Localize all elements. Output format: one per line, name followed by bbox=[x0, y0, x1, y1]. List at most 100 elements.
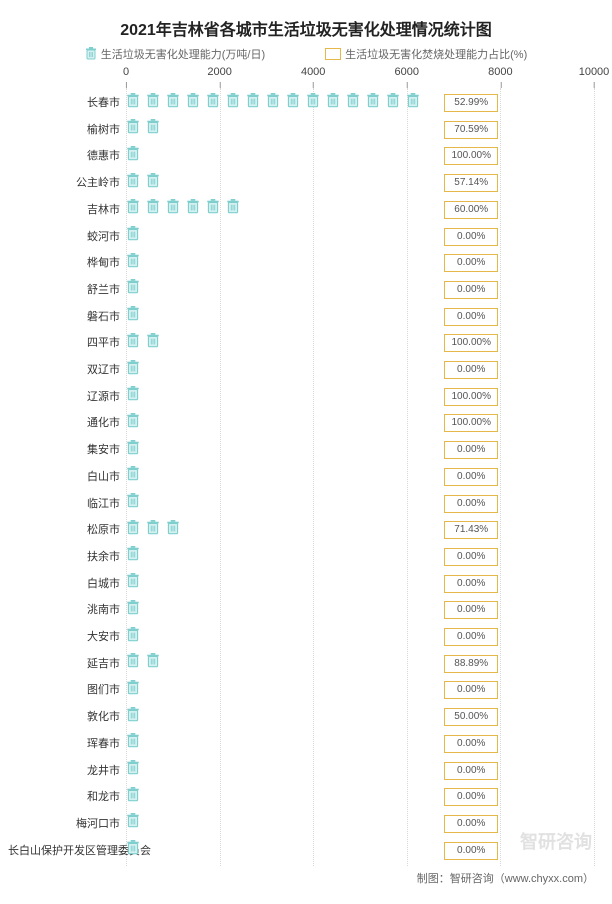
city-label: 龙井市 bbox=[8, 758, 120, 784]
pct-value-box: 0.00% bbox=[444, 815, 498, 833]
city-label: 榆树市 bbox=[8, 117, 120, 143]
capacity-bar bbox=[126, 521, 186, 539]
chart-row: 梅河口市 0.00% bbox=[126, 811, 594, 837]
chart-row: 大安市 0.00% bbox=[126, 624, 594, 650]
trash-can-icon bbox=[126, 466, 146, 487]
trash-can-icon bbox=[186, 93, 206, 114]
capacity-bar bbox=[126, 655, 166, 673]
capacity-bar bbox=[126, 388, 146, 406]
trash-can-icon bbox=[126, 520, 146, 541]
chart-container: 2021年吉林省各城市生活垃圾无害化处理情况统计图 生活垃圾无害化处理能力(万吨… bbox=[0, 0, 612, 904]
legend-label-capacity: 生活垃圾无害化处理能力(万吨/日) bbox=[101, 46, 265, 62]
chart-row: 敦化市 50.00% bbox=[126, 704, 594, 730]
city-label: 德惠市 bbox=[8, 143, 120, 169]
capacity-bar bbox=[126, 254, 146, 272]
city-label: 四平市 bbox=[8, 330, 120, 356]
trash-can-icon bbox=[126, 600, 146, 621]
city-label: 临江市 bbox=[8, 491, 120, 517]
trash-can-icon bbox=[126, 119, 146, 140]
trash-can-icon bbox=[126, 173, 146, 194]
pct-value-box: 100.00% bbox=[444, 334, 498, 352]
trash-can-icon bbox=[126, 813, 146, 834]
trash-can-icon bbox=[126, 573, 146, 594]
trash-can-icon bbox=[126, 787, 146, 808]
trash-can-icon bbox=[126, 386, 146, 407]
trash-can-icon bbox=[326, 93, 346, 114]
rows-container: 长春市 bbox=[126, 90, 594, 866]
x-tick: 6000 bbox=[395, 66, 419, 78]
trash-can-icon bbox=[166, 199, 186, 220]
city-label: 延吉市 bbox=[8, 651, 120, 677]
trash-can-icon bbox=[246, 93, 266, 114]
trash-can-icon bbox=[206, 93, 226, 114]
city-label: 扶余市 bbox=[8, 544, 120, 570]
city-label: 蛟河市 bbox=[8, 224, 120, 250]
chart-row: 松原市 71.43% bbox=[126, 517, 594, 543]
trash-can-icon bbox=[146, 199, 166, 220]
city-label: 吉林市 bbox=[8, 197, 120, 223]
trash-can-icon bbox=[126, 493, 146, 514]
city-label: 大安市 bbox=[8, 624, 120, 650]
pct-value-box: 0.00% bbox=[444, 735, 498, 753]
trash-can-icon bbox=[126, 333, 146, 354]
capacity-bar bbox=[126, 281, 146, 299]
capacity-bar bbox=[126, 361, 146, 379]
plot-area: 0200040006000800010000 长春市 bbox=[126, 66, 594, 866]
pct-value-box: 0.00% bbox=[444, 281, 498, 299]
trash-can-icon bbox=[126, 93, 146, 114]
x-tick: 0 bbox=[123, 66, 129, 78]
capacity-bar bbox=[126, 468, 146, 486]
x-tick: 4000 bbox=[301, 66, 325, 78]
pct-value-box: 0.00% bbox=[444, 628, 498, 646]
trash-can-icon bbox=[146, 119, 166, 140]
capacity-bar bbox=[126, 735, 146, 753]
pct-value-box: 0.00% bbox=[444, 842, 498, 860]
pct-value-box: 0.00% bbox=[444, 575, 498, 593]
chart-row: 白山市 0.00% bbox=[126, 464, 594, 490]
x-tick: 8000 bbox=[488, 66, 512, 78]
trash-can-icon bbox=[126, 680, 146, 701]
chart-row: 珲春市 0.00% bbox=[126, 731, 594, 757]
trash-can-icon bbox=[126, 226, 146, 247]
chart-row: 德惠市 100.00% bbox=[126, 143, 594, 169]
chart-title: 2021年吉林省各城市生活垃圾无害化处理情况统计图 bbox=[8, 10, 604, 44]
city-label: 敦化市 bbox=[8, 704, 120, 730]
x-axis: 0200040006000800010000 bbox=[126, 66, 594, 90]
gridline bbox=[594, 88, 595, 866]
trash-can-icon bbox=[126, 627, 146, 648]
box-icon bbox=[325, 48, 341, 60]
trash-can-icon bbox=[146, 333, 166, 354]
city-label: 白山市 bbox=[8, 464, 120, 490]
x-tick: 2000 bbox=[207, 66, 231, 78]
trash-can-icon bbox=[146, 653, 166, 674]
trash-can-icon bbox=[226, 93, 246, 114]
trash-can-icon bbox=[386, 93, 406, 114]
chart-row: 四平市 100.00% bbox=[126, 330, 594, 356]
trash-can-icon bbox=[146, 520, 166, 541]
trash-can-icon bbox=[126, 653, 146, 674]
legend-item-pct: 生活垃圾无害化焚烧处理能力占比(%) bbox=[325, 46, 527, 62]
pct-value-box: 57.14% bbox=[444, 174, 498, 192]
city-label: 松原市 bbox=[8, 517, 120, 543]
city-label: 桦甸市 bbox=[8, 250, 120, 276]
capacity-bar bbox=[126, 441, 146, 459]
chart-row: 洮南市 0.00% bbox=[126, 597, 594, 623]
chart-row: 辽源市 100.00% bbox=[126, 384, 594, 410]
chart-row: 长春市 bbox=[126, 90, 594, 116]
trash-can-icon bbox=[166, 520, 186, 541]
trash-can-icon bbox=[226, 199, 246, 220]
trash-can-icon bbox=[126, 760, 146, 781]
city-label: 长白山保护开发区管理委员会 bbox=[8, 838, 120, 864]
city-label: 通化市 bbox=[8, 410, 120, 436]
capacity-bar bbox=[126, 628, 146, 646]
trash-can-icon bbox=[186, 199, 206, 220]
pct-value-box: 0.00% bbox=[444, 441, 498, 459]
chart-row: 磐石市 0.00% bbox=[126, 304, 594, 330]
chart-row: 通化市 100.00% bbox=[126, 410, 594, 436]
pct-value-box: 71.43% bbox=[444, 521, 498, 539]
capacity-bar bbox=[126, 201, 246, 219]
city-label: 辽源市 bbox=[8, 384, 120, 410]
chart-row: 集安市 0.00% bbox=[126, 437, 594, 463]
pct-value-box: 0.00% bbox=[444, 495, 498, 513]
capacity-bar bbox=[126, 681, 146, 699]
